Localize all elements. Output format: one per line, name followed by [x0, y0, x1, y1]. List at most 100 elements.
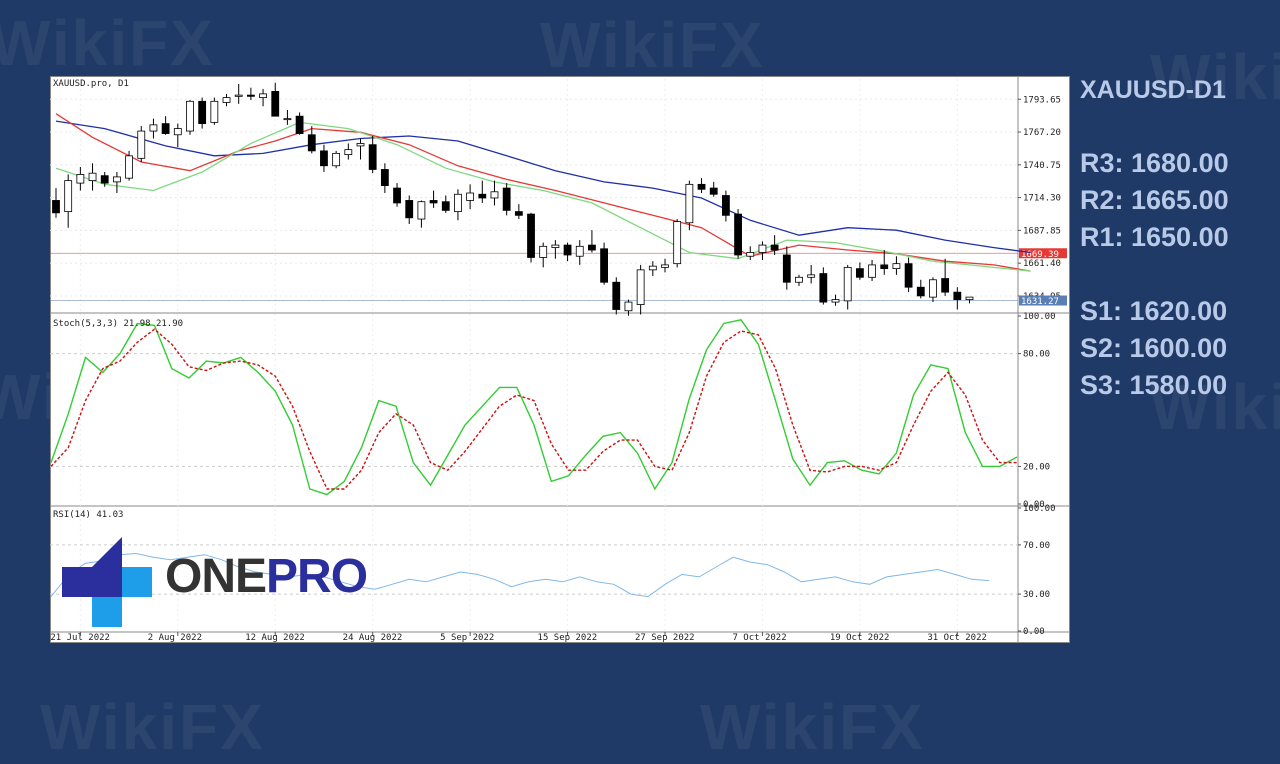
watermark: WikiFX [700, 691, 925, 763]
candle [709, 181, 718, 197]
candle-body [76, 174, 85, 184]
stoch-tick-label: 100.00 [1023, 312, 1056, 322]
candle [283, 109, 292, 125]
candle-body [222, 97, 231, 103]
candle [52, 188, 60, 218]
candle-body [259, 93, 267, 98]
candle [466, 184, 475, 210]
logo-pro: PRO [266, 550, 368, 603]
candle-body [551, 244, 560, 248]
candle-body [441, 201, 450, 211]
candle [502, 183, 511, 216]
candle [770, 235, 779, 255]
candle [795, 274, 803, 286]
candle-body [271, 90, 280, 117]
candle-body [563, 244, 572, 256]
candle-body [661, 264, 669, 268]
candle-body [831, 299, 840, 303]
candle-body [173, 128, 182, 136]
candle-body [368, 144, 377, 170]
candle [490, 180, 499, 206]
candle-body [539, 245, 548, 258]
price-tick-label: 1767.20 [1023, 128, 1061, 138]
candle-body [527, 213, 535, 258]
candle [393, 183, 401, 207]
candle [843, 264, 852, 310]
time-tick-label: 5 Sep 2022 [440, 633, 494, 643]
stoch-line [50, 319, 1018, 496]
candle-body [770, 244, 779, 251]
candle-body [722, 195, 730, 216]
candle-body [758, 244, 767, 253]
time-tick-label: 27 Sep 2022 [635, 633, 695, 643]
moving-average-line [55, 113, 1031, 272]
candle [734, 209, 742, 259]
candle-body [746, 252, 755, 257]
candle-body [137, 130, 146, 159]
candle [259, 88, 267, 107]
price-line-label: 1669.39 [1021, 250, 1059, 260]
candle [575, 240, 584, 265]
candle [819, 267, 828, 305]
rsi-tick-label: 30.00 [1023, 590, 1050, 600]
candle [149, 118, 158, 139]
watermark: WikiFX [1150, 371, 1280, 443]
candle-body [795, 276, 803, 283]
candle-body [295, 115, 304, 134]
candle [941, 258, 950, 296]
candle-body [149, 124, 158, 132]
candle-body [624, 301, 633, 312]
candle-body [843, 266, 852, 302]
candle-body [636, 269, 645, 305]
price-tick-label: 1661.40 [1023, 259, 1061, 269]
stoch-tick-label: 0.00 [1023, 500, 1045, 510]
candle-body [600, 248, 608, 283]
candle-body [965, 296, 974, 301]
time-tick-label: 19 Oct 2022 [830, 633, 890, 643]
candle-body [648, 265, 657, 271]
candle-body [612, 281, 621, 310]
candle [478, 180, 487, 203]
candle [320, 144, 328, 172]
candle-body [466, 192, 475, 201]
candle-body [929, 279, 937, 298]
candle-body [697, 183, 706, 190]
candle [210, 97, 219, 125]
time-tick-label: 15 Sep 2022 [538, 633, 598, 643]
candle [636, 264, 645, 315]
candle [368, 136, 377, 174]
candle [916, 279, 925, 299]
candle [892, 256, 901, 275]
watermark: WikiFX [0, 7, 215, 79]
candle [234, 83, 243, 104]
candle [929, 277, 937, 303]
candle [722, 190, 730, 222]
candle-body [307, 134, 316, 152]
watermark: WikiFX [1150, 41, 1280, 113]
candle [661, 258, 669, 273]
price-line-label: 1631.27 [1021, 297, 1059, 307]
candle [332, 150, 341, 169]
candle [295, 112, 304, 135]
candle-body [941, 278, 950, 293]
candle-body [393, 187, 401, 204]
price-tick-label: 1714.30 [1023, 194, 1061, 204]
price-tick-label: 1793.65 [1023, 95, 1061, 105]
time-tick-label: 12 Aug 2022 [245, 633, 305, 643]
candle [88, 163, 97, 191]
watermark: WikiFX [40, 691, 265, 763]
candle-body [588, 244, 596, 251]
candle-body [855, 268, 864, 278]
candle [429, 190, 438, 208]
candle-body [490, 191, 499, 199]
candle-body [514, 211, 523, 216]
candle-body [88, 172, 97, 182]
candle-body [478, 193, 487, 199]
onepro-logo-mark [62, 537, 152, 627]
candle-body [52, 200, 60, 214]
candle-body [417, 201, 426, 220]
candle [868, 259, 876, 282]
candle [600, 242, 608, 285]
candle [454, 189, 462, 221]
rsi-tick-label: 0.00 [1023, 627, 1045, 637]
